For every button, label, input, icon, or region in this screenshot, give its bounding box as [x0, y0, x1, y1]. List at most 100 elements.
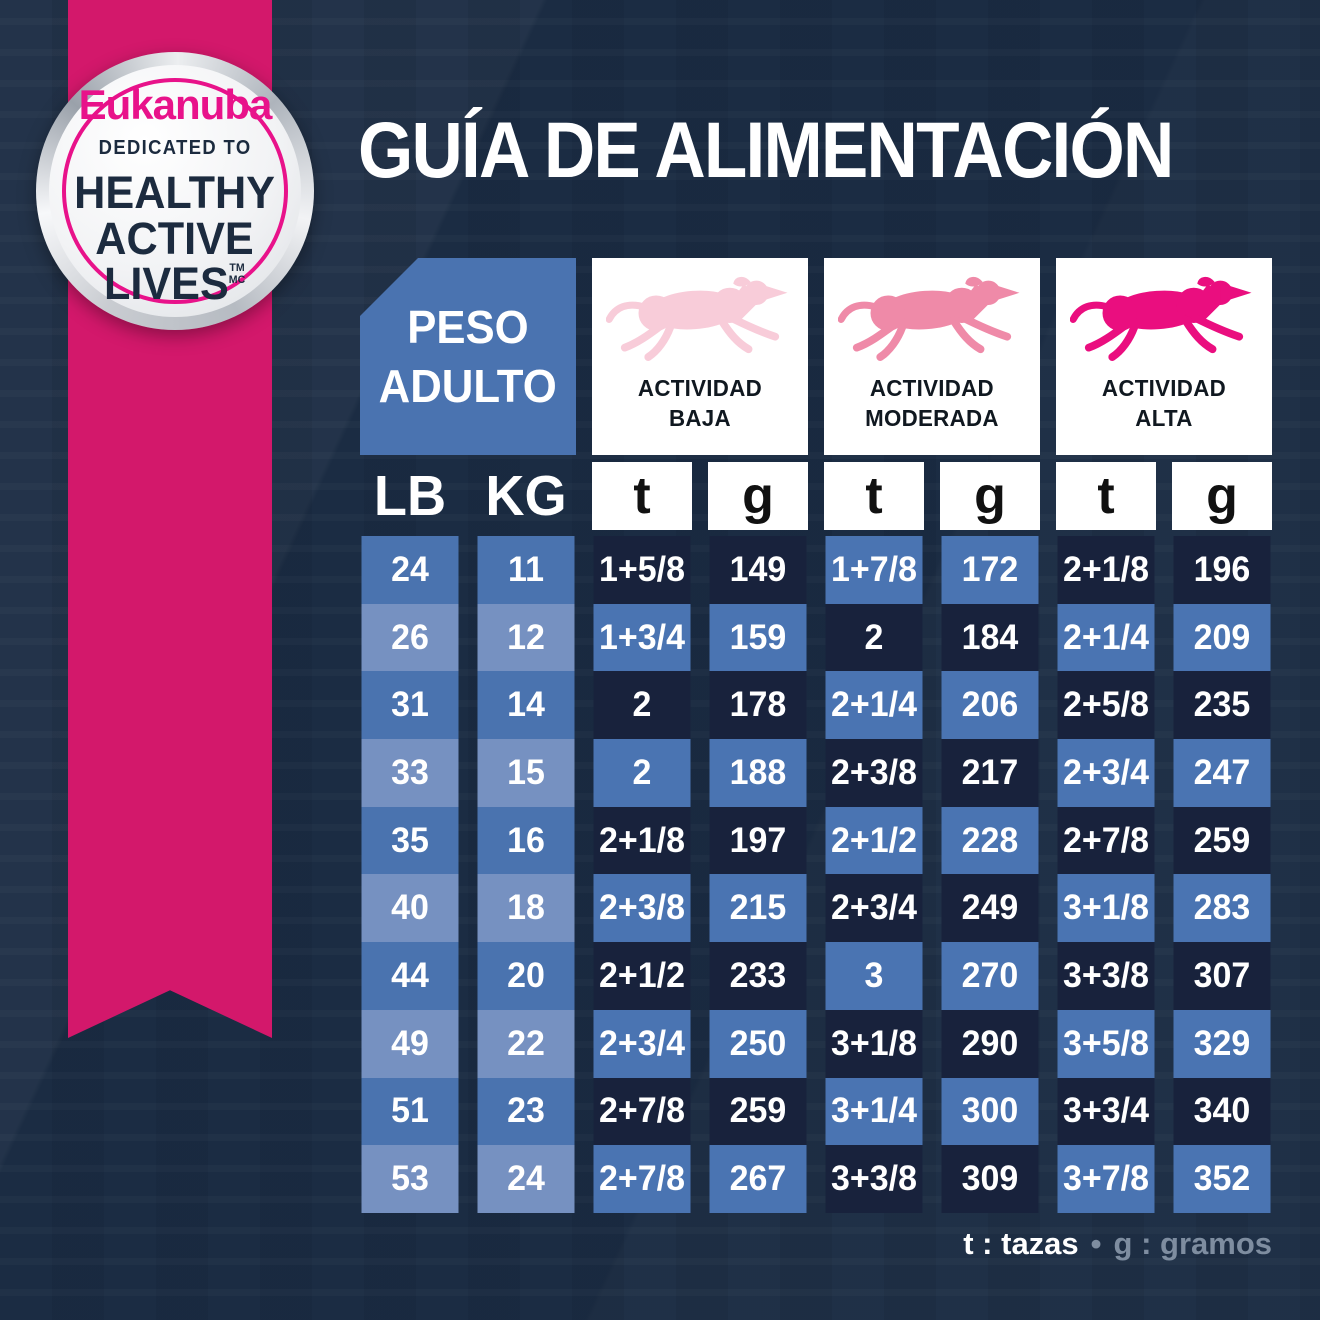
unit-header-grams-moderate: g — [940, 462, 1040, 530]
cell-lb: 31 — [361, 671, 459, 740]
cell-low-cups: 2+3/8 — [593, 874, 691, 943]
cell-moderate-cups: 3+1/8 — [825, 1009, 923, 1078]
cell-low-grams: 197 — [709, 806, 807, 875]
cell-low-cups: 2+7/8 — [593, 1145, 691, 1213]
unit-header-cups-low: t — [592, 462, 692, 530]
cell-moderate-cups: 3 — [825, 942, 923, 1010]
activity-moderate-header: ACTIVIDAD MODERADA — [824, 258, 1040, 455]
cell-low-grams: 233 — [709, 942, 807, 1010]
cell-lb: 53 — [361, 1145, 459, 1213]
activity-moderate-label: ACTIVIDAD MODERADA — [865, 375, 999, 431]
cell-low-cups: 2+1/8 — [593, 806, 691, 875]
cell-high-grams: 283 — [1173, 874, 1271, 943]
units-legend: t : tazas • g : gramos — [963, 1226, 1272, 1262]
cell-kg: 14 — [477, 671, 575, 740]
cell-moderate-grams: 172 — [941, 536, 1039, 604]
cell-low-grams: 178 — [709, 671, 807, 740]
unit-header-cups-moderate: t — [824, 462, 924, 530]
cell-low-cups: 1+5/8 — [593, 536, 691, 604]
cell-low-grams: 159 — [709, 603, 807, 672]
cell-lb: 40 — [361, 874, 459, 943]
cell-high-cups: 2+1/4 — [1057, 603, 1155, 672]
cell-kg: 20 — [477, 942, 575, 1010]
cell-high-grams: 340 — [1173, 1077, 1271, 1146]
dog-icon-high-activity — [1070, 276, 1252, 361]
badge-tagline-top: DEDICATED TO — [98, 136, 252, 159]
cell-lb: 49 — [361, 1009, 459, 1078]
cell-high-cups: 3+7/8 — [1057, 1145, 1155, 1213]
cell-high-cups: 3+5/8 — [1057, 1009, 1155, 1078]
cell-kg: 18 — [477, 874, 575, 943]
legend-grams: g : gramos — [1113, 1226, 1272, 1261]
weight-header-box: PESO ADULTO — [360, 258, 576, 455]
unit-header-grams-low: g — [708, 462, 808, 530]
badge-pink-ring — [62, 78, 288, 304]
weight-header-line2: ADULTO — [378, 359, 558, 412]
dog-icon-moderate-activity — [838, 276, 1020, 361]
feeding-table: 24 11 1+5/8 149 1+7/8 172 2+1/8 196 26 12 1+3/4 159… — [360, 536, 1272, 1213]
cell-low-grams: 267 — [709, 1145, 807, 1213]
badge-tagline-line2: ACTIVE — [95, 212, 255, 264]
cell-high-cups: 2+3/4 — [1057, 739, 1155, 807]
cell-high-grams: 209 — [1173, 603, 1271, 672]
brand-badge: Eukanuba DEDICATED TO HEALTHY ACTIVE LIV… — [36, 52, 314, 330]
unit-header-grams-high: g — [1172, 462, 1272, 530]
cell-moderate-grams: 270 — [941, 942, 1039, 1010]
cell-low-cups: 2 — [593, 739, 691, 807]
cell-low-cups: 2+3/4 — [593, 1009, 691, 1078]
cell-high-grams: 352 — [1173, 1145, 1271, 1213]
cell-moderate-cups: 2+3/4 — [825, 874, 923, 943]
cell-lb: 44 — [361, 942, 459, 1010]
badge-text: Eukanuba DEDICATED TO HEALTHY ACTIVE LIV… — [36, 52, 314, 330]
cell-lb: 35 — [361, 806, 459, 875]
cell-high-grams: 329 — [1173, 1009, 1271, 1078]
cell-kg: 11 — [477, 536, 575, 604]
table-header-row: PESO ADULTO — [360, 258, 1272, 455]
cell-moderate-cups: 2+1/2 — [825, 806, 923, 875]
dog-icon-low-activity — [606, 276, 788, 361]
cell-high-cups: 2+5/8 — [1057, 671, 1155, 740]
activity-high-header: ACTIVIDAD ALTA — [1056, 258, 1272, 455]
cell-moderate-grams: 217 — [941, 739, 1039, 807]
cell-high-cups: 2+1/8 — [1057, 536, 1155, 604]
cell-low-grams: 215 — [709, 874, 807, 943]
weight-header-line1: PESO — [407, 300, 529, 353]
page-title: GUÍA DE ALIMENTACIÓN — [358, 105, 1174, 194]
unit-header-kg: KG — [485, 464, 567, 528]
cell-lb: 24 — [361, 536, 459, 604]
cell-low-cups: 2+1/2 — [593, 942, 691, 1010]
cell-moderate-cups: 3+3/8 — [825, 1145, 923, 1213]
cell-low-grams: 149 — [709, 536, 807, 604]
tm-mark: TM — [229, 262, 246, 275]
cell-moderate-grams: 300 — [941, 1077, 1039, 1146]
cell-moderate-grams: 290 — [941, 1009, 1039, 1078]
cell-low-grams: 188 — [709, 739, 807, 807]
cell-low-cups: 2 — [593, 671, 691, 740]
activity-low-header: ACTIVIDAD BAJA — [592, 258, 808, 455]
lives-word: LIVES — [104, 258, 230, 310]
cell-high-grams: 247 — [1173, 739, 1271, 807]
cell-moderate-grams: 228 — [941, 806, 1039, 875]
cell-moderate-grams: 184 — [941, 603, 1039, 672]
cell-lb: 51 — [361, 1077, 459, 1146]
cell-high-grams: 307 — [1173, 942, 1271, 1010]
brand-logo: Eukanuba — [78, 80, 273, 128]
legend-cups: t : tazas — [963, 1226, 1079, 1261]
cell-kg: 23 — [477, 1077, 575, 1146]
badge-tagline-line1: HEALTHY — [74, 166, 276, 218]
cell-kg: 16 — [477, 806, 575, 875]
cell-low-grams: 250 — [709, 1009, 807, 1078]
cell-kg: 24 — [477, 1145, 575, 1213]
cell-moderate-grams: 309 — [941, 1145, 1039, 1213]
unit-header-cups-high: t — [1056, 462, 1156, 530]
cell-high-grams: 259 — [1173, 806, 1271, 875]
legend-separator-dot: • — [1090, 1226, 1102, 1261]
cell-high-cups: 3+3/8 — [1057, 942, 1155, 1010]
cell-high-grams: 235 — [1173, 671, 1271, 740]
cell-low-grams: 259 — [709, 1077, 807, 1146]
cell-high-cups: 3+1/8 — [1057, 874, 1155, 943]
cell-moderate-cups: 2+1/4 — [825, 671, 923, 740]
cell-low-cups: 1+3/4 — [593, 603, 691, 672]
activity-high-label: ACTIVIDAD ALTA — [1101, 375, 1227, 431]
badge-tagline-line3: LIVES TM MC — [104, 261, 245, 307]
